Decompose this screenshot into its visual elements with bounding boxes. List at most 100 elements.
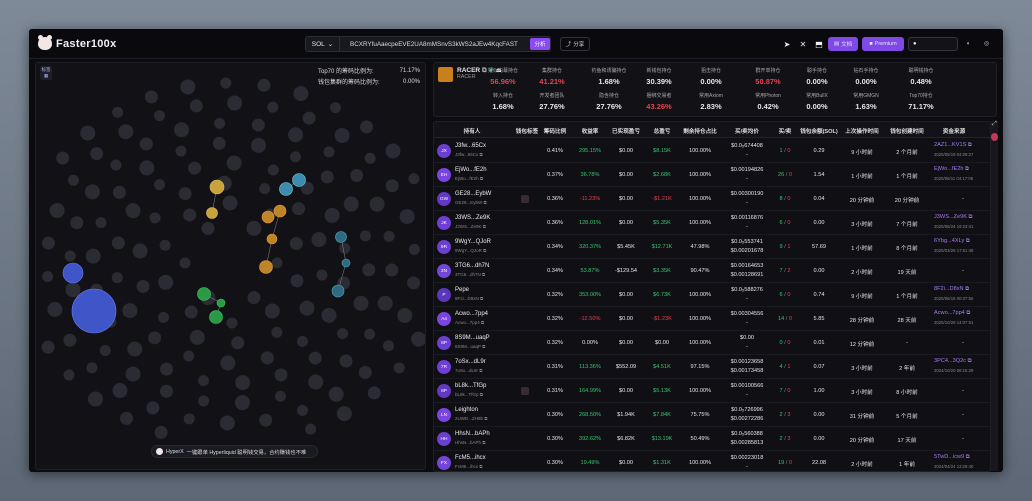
holder-bubble[interactable] xyxy=(112,185,126,199)
fund-source[interactable]: 8F2i...D8xN ⧉ xyxy=(934,286,970,292)
holder-bubble[interactable] xyxy=(118,124,134,140)
holder-name[interactable]: Pepe xyxy=(455,287,470,293)
holder-bubble[interactable] xyxy=(288,127,304,143)
large-holder-bubble[interactable] xyxy=(62,262,84,284)
language-icon[interactable]: ◐ xyxy=(966,40,971,47)
green-bubble[interactable] xyxy=(209,310,223,324)
holder-bubble[interactable] xyxy=(179,257,191,269)
holder-bubble[interactable] xyxy=(296,335,308,347)
teal-bubble[interactable] xyxy=(331,284,345,298)
holder-bubble[interactable] xyxy=(311,232,327,248)
holder-bubble[interactable] xyxy=(220,77,232,89)
holder-bubble[interactable] xyxy=(139,137,153,151)
table-row[interactable]: EH EjWo...fE2h EjWo...fE2h ⧉ 0.37% 36.78% $0.… xyxy=(434,163,990,187)
holder-bubble[interactable] xyxy=(359,230,371,242)
holder-bubble[interactable] xyxy=(274,368,288,382)
holder-bubble[interactable] xyxy=(297,404,309,416)
holder-address[interactable]: EjWo...fE2h ⧉ xyxy=(455,176,484,181)
telegram-icon[interactable]: ➤ xyxy=(783,39,791,49)
table-row[interactable]: 9R 9WgY...QJoR 9WgY...QJoR ⧉ 0.34% 320.37% $5… xyxy=(434,235,990,259)
holder-address[interactable]: 2UWD...ZH8b ⧉ xyxy=(455,416,488,421)
holder-bubble[interactable] xyxy=(328,386,344,402)
holder-bubble[interactable] xyxy=(174,122,190,138)
holder-address[interactable]: 8F2i...D8xN ⧉ xyxy=(455,296,484,301)
holder-bubble[interactable] xyxy=(95,217,107,229)
holder-address[interactable]: J3WS...Ze9K ⧉ xyxy=(455,224,486,229)
holder-address[interactable]: 9WgY...QJoR ⧉ xyxy=(455,248,487,253)
holder-address[interactable]: J3fw...65Cx ⧉ xyxy=(455,152,483,157)
column-header[interactable]: 钱包创建时间 xyxy=(890,129,924,135)
holder-name[interactable]: EjWo...fE2h xyxy=(455,167,487,173)
column-header[interactable]: 已实现盈亏 xyxy=(612,129,640,135)
holder-bubble[interactable] xyxy=(358,365,372,379)
holder-bubble[interactable] xyxy=(330,102,342,114)
column-header[interactable]: 持有人 xyxy=(463,129,481,135)
holder-name[interactable]: Leighton xyxy=(455,407,479,413)
holder-bubble[interactable] xyxy=(111,272,123,284)
holder-bubble[interactable] xyxy=(41,340,55,354)
teal-bubble[interactable] xyxy=(341,258,351,268)
holder-bubble[interactable] xyxy=(63,333,77,347)
holder-bubble[interactable] xyxy=(399,209,415,225)
holder-bubble[interactable] xyxy=(292,202,306,216)
holder-name[interactable]: 7oSx...dL9r xyxy=(455,359,486,365)
holder-address[interactable]: 8S9M...uaqP ⧉ xyxy=(455,344,486,349)
holder-bubble[interactable] xyxy=(385,263,399,277)
holder-bubble[interactable] xyxy=(222,195,238,211)
holder-name[interactable]: 9WgY...QJoR xyxy=(455,239,491,245)
holder-bubble[interactable] xyxy=(337,328,349,340)
fund-source[interactable]: 3PC4...3Q2c ⧉ xyxy=(934,358,972,364)
holder-bubble[interactable] xyxy=(369,196,385,212)
column-header[interactable]: 买/卖 xyxy=(778,129,792,135)
holder-bubble[interactable] xyxy=(201,221,215,235)
column-header[interactable]: 筹码比例 xyxy=(543,129,567,135)
column-header[interactable]: 钱包余额(SOL) xyxy=(800,129,838,135)
holder-bubble[interactable] xyxy=(111,236,125,250)
holder-bubble[interactable] xyxy=(324,207,340,223)
analyze-button[interactable]: 分析 xyxy=(530,38,550,50)
chain-select[interactable]: SOL ⌄ xyxy=(306,37,340,51)
x-icon[interactable]: ✕ xyxy=(799,39,807,49)
holder-bubble[interactable] xyxy=(99,344,111,356)
table-row[interactable]: 3N 3TG6...dh7N 3TG6...dh7N ⧉ 0.34% 53.87% -$1… xyxy=(434,259,990,283)
holder-bubble[interactable] xyxy=(226,155,242,171)
holder-bubble[interactable] xyxy=(267,164,279,176)
gold-bubble[interactable] xyxy=(209,179,225,195)
holder-bubble[interactable] xyxy=(80,125,96,141)
bubble-map[interactable] xyxy=(36,63,426,470)
holder-bubble[interactable] xyxy=(63,369,75,381)
holder-bubble[interactable] xyxy=(86,362,98,374)
holder-name[interactable]: HhsN...bAPh xyxy=(455,431,490,437)
teal-bubble[interactable] xyxy=(335,231,347,243)
blue-bubble[interactable] xyxy=(279,182,293,196)
table-row[interactable]: HH HhsN...bAPh HhsN...bAPh ⧉ 0.30% 392.62% $6… xyxy=(434,427,990,451)
green-bubble[interactable] xyxy=(197,287,211,301)
label-toggle[interactable]: 标签 ▦ xyxy=(40,66,52,80)
holder-bubble[interactable] xyxy=(411,331,426,347)
holder-bubble[interactable] xyxy=(70,216,84,230)
holder-bubble[interactable] xyxy=(339,354,353,368)
holder-bubble[interactable] xyxy=(49,203,65,219)
holder-bubble[interactable] xyxy=(247,291,261,305)
table-row[interactable]: JX J3fw...65Cx J3fw...65Cx ⧉ 0.41% 295.15% $0… xyxy=(434,139,990,163)
holder-bubble[interactable] xyxy=(136,279,150,293)
holder-address[interactable]: 3TG6...dh7N ⧉ xyxy=(455,272,486,277)
column-header[interactable]: 买/卖均价 xyxy=(735,129,759,135)
search-input[interactable]: BCXRYfuAaecpeEVE2UA8mMSnvS3kWS2aJEw4KqcF… xyxy=(350,40,518,48)
holder-bubble[interactable] xyxy=(84,184,100,200)
holder-name[interactable]: FcM5...ihcx xyxy=(455,455,486,461)
holder-bubble[interactable] xyxy=(300,181,314,195)
holder-bubble[interactable] xyxy=(336,406,352,422)
holder-bubble[interactable] xyxy=(47,301,63,317)
table-row[interactable]: 7R 7oSx...dL9r 7oSx...dL9r ⧉ 0.31% 113.36% $5… xyxy=(434,355,990,379)
holder-bubble[interactable] xyxy=(110,159,122,171)
orange-bubble[interactable] xyxy=(261,210,275,224)
table-row[interactable]: 8P bL8k...TfGp bL8k...TfGp ⧉ 0.31% 164.99% $0… xyxy=(434,379,990,403)
holder-bubble[interactable] xyxy=(316,269,328,281)
holder-bubble[interactable] xyxy=(144,90,158,104)
holder-bubble[interactable] xyxy=(264,303,280,319)
user-menu[interactable]: ● xyxy=(908,37,958,51)
blue-bubble[interactable] xyxy=(292,173,306,187)
holder-bubble[interactable] xyxy=(289,151,301,163)
holder-bubble[interactable] xyxy=(231,336,245,350)
